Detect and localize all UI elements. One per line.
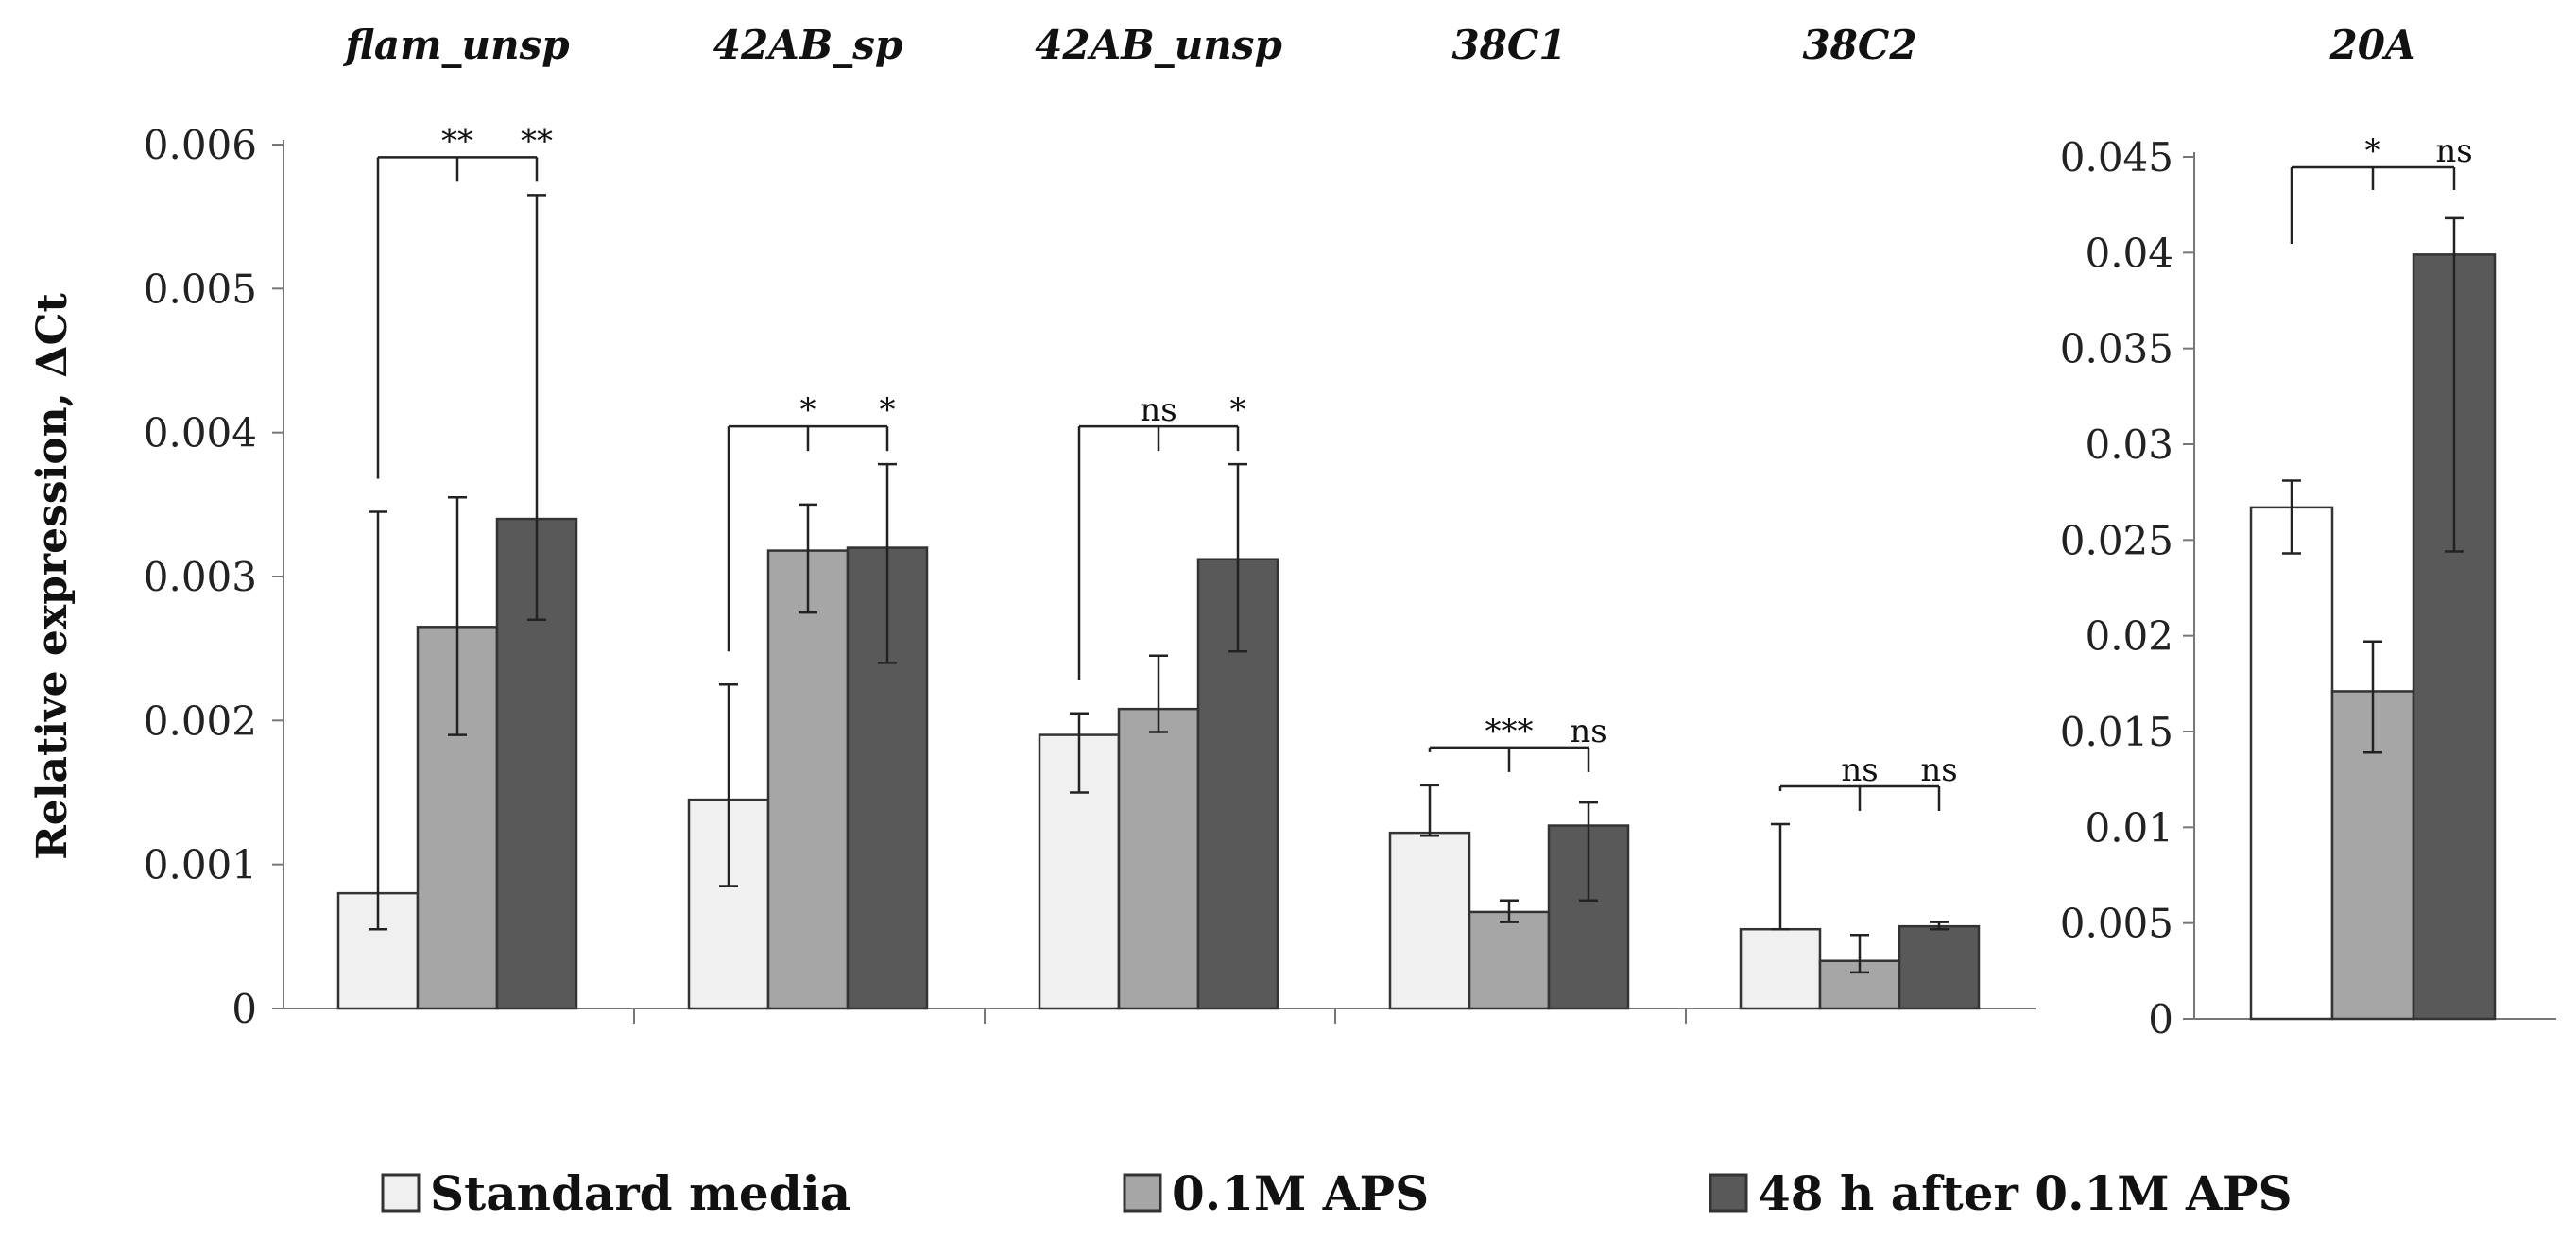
significance-label: *** <box>1485 713 1534 750</box>
left-y-tick-label: 0.006 <box>144 122 257 168</box>
significance-label: ** <box>521 122 553 160</box>
right-y-tick-label: 0.005 <box>2060 901 2173 947</box>
significance-label: * <box>2365 132 2381 170</box>
left-y-tick-label: 0.004 <box>144 410 257 456</box>
significance-label: ** <box>441 122 473 160</box>
left-y-tick-label: 0 <box>232 986 257 1032</box>
significance-label: * <box>880 391 896 429</box>
bar-38C2-s0 <box>1739 927 1822 1010</box>
legend-label: 0.1M APS <box>1172 1165 1429 1221</box>
left-y-tick-label: 0.002 <box>144 698 257 744</box>
significance-label: ns <box>2435 132 2472 170</box>
significance-label: * <box>1230 391 1246 429</box>
right-y-tick-label: 0.015 <box>2060 709 2173 755</box>
right-y-tick-label: 0.045 <box>2060 134 2173 181</box>
significance-label: ns <box>1920 751 1957 789</box>
significance-label: ns <box>1140 391 1176 429</box>
group-title: 38C1 <box>1451 22 1566 68</box>
bar-38C1-s0 <box>1388 831 1471 1010</box>
legend-swatch <box>381 1173 421 1213</box>
left-y-tick-label: 0.001 <box>144 842 257 888</box>
significance-label: * <box>800 391 816 429</box>
legend-label: Standard media <box>430 1165 850 1221</box>
legend-label: 48 h after 0.1M APS <box>1758 1165 2293 1221</box>
panel-title-20A: 20A <box>2328 22 2415 68</box>
bar-38C1-s1 <box>1468 910 1551 1010</box>
right-y-tick-label: 0 <box>2148 996 2173 1042</box>
bar-20A-s0 <box>2249 506 2334 1021</box>
legend-swatch <box>1123 1173 1162 1213</box>
y-axis-label: Relative expression, ΔCt <box>28 293 77 860</box>
right-y-tick-label: 0.035 <box>2060 326 2173 372</box>
right-y-tick-label: 0.04 <box>2085 230 2173 276</box>
right-y-tick-label: 0.02 <box>2085 613 2173 660</box>
right-y-tick-label: 0.01 <box>2085 804 2173 851</box>
group-title: 42AB_unsp <box>1035 22 1282 68</box>
group-title: 38C2 <box>1802 22 1916 68</box>
bar-42AB_sp-s1 <box>766 549 850 1010</box>
right-y-tick-label: 0.03 <box>2085 422 2173 468</box>
significance-label: ns <box>1841 751 1878 789</box>
group-title: flam_unsp <box>342 22 569 68</box>
left-y-tick-label: 0.003 <box>144 554 257 600</box>
right-y-tick-label: 0.025 <box>2060 517 2173 563</box>
significance-label: ns <box>1570 713 1606 750</box>
bar-38C2-s2 <box>1898 924 1981 1010</box>
group-title: 42AB_sp <box>713 22 903 68</box>
bar-42AB_unsp-s1 <box>1117 707 1200 1010</box>
left-y-tick-label: 0.005 <box>144 266 257 312</box>
legend-swatch <box>1709 1173 1748 1213</box>
